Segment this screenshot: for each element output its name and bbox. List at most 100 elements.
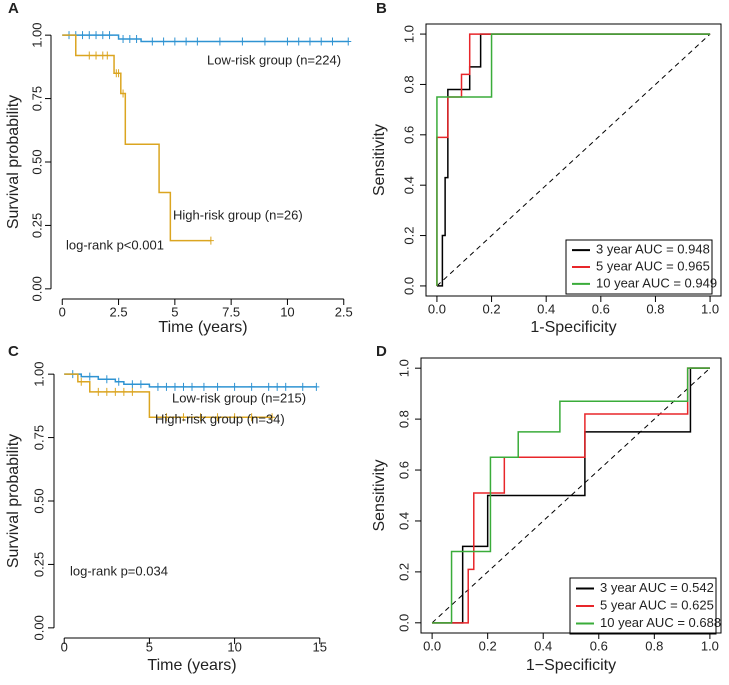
censor-mark [79,31,86,40]
censor-mark [189,382,195,391]
censor-mark [200,382,207,391]
y-tick-label: 1.00 [31,361,46,386]
x-tick-label: 5 [171,304,178,319]
censor-mark [282,382,289,391]
legend-label: 3 year AUC = 0.948 [596,242,710,257]
censor-mark [318,37,325,46]
censor-mark [248,413,255,422]
y-tick-label: 0.25 [29,213,44,238]
censor-mark [163,382,170,391]
reference-diagonal [436,33,711,287]
censor-mark [183,37,190,46]
panel-letter: C [8,343,19,360]
censor-mark [120,34,127,43]
x-axis-label: Time (years) [147,657,236,674]
survival-curve [64,373,317,388]
y-tick-label: 0.4 [396,512,411,530]
censor-mark [112,387,119,396]
censor-mark [120,89,127,98]
censor-mark [86,372,93,381]
censor-mark [284,37,291,46]
censor-mark [93,51,100,60]
censor-mark [299,382,306,391]
x-axis-label: 1−Specificity [526,657,616,674]
legend-label: 3 year AUC = 0.542 [600,580,714,595]
y-axis-label: Sensitivity [371,124,388,196]
y-tick-label: 1.0 [396,359,411,377]
censor-mark [86,31,93,40]
censor-mark [160,37,167,46]
x-tick-label: 0.8 [645,638,663,653]
annotation: log-rank p<0.001 [66,237,164,252]
censor-mark [103,387,110,396]
roc-curve [432,367,710,624]
x-tick-label: 0.8 [646,301,664,316]
legend-label: 5 year AUC = 0.625 [600,597,714,612]
legend-label: 10 year AUC = 0.688 [600,615,721,630]
censor-mark [269,413,276,422]
x-tick-label: 0.4 [534,638,552,653]
x-tick-label: 2.5 [335,304,353,319]
y-tick-label: 0.00 [29,276,44,301]
censor-mark [126,34,133,43]
x-tick-label: 0.6 [590,638,608,653]
x-tick-label: 0.2 [479,638,497,653]
censor-mark [313,382,320,391]
y-tick-label: 0.6 [396,461,411,479]
x-axis-label: 1-Specificity [530,319,616,336]
x-tick-label: 0 [61,639,68,654]
censor-mark [194,37,201,46]
censor-mark [171,37,178,46]
y-tick-label: 0.8 [401,75,416,93]
x-tick-label: 0.4 [537,301,555,316]
series-label: High-risk group (n=34) [155,411,285,426]
y-tick-label: 0.2 [401,227,416,245]
series-label: Low-risk group (n=224) [207,52,341,67]
y-tick-label: 0.8 [396,410,411,428]
censor-mark [86,51,93,60]
censor-mark [329,37,336,46]
x-axis-label: Time (years) [158,319,247,336]
censor-mark [261,37,268,46]
censor-mark [104,51,111,60]
censor-mark [103,375,110,384]
legend-box [565,239,713,295]
censor-mark [129,380,136,389]
y-tick-label: 0.75 [31,425,46,450]
y-tick-label: 0.0 [396,614,411,632]
survival-curve [62,34,349,43]
series-label: Low-risk group (n=215) [172,390,306,405]
plot-frame [420,357,722,634]
censor-mark [149,37,156,46]
censor-mark [207,236,214,245]
censor-mark [129,387,136,396]
y-axis-label: Survival probability [5,95,22,229]
censor-mark [95,387,102,396]
censor-mark [171,382,178,391]
x-tick-label: 1.0 [701,638,719,653]
x-tick-label: 10 [227,639,241,654]
censor-mark [78,377,85,386]
censor-mark [306,37,313,46]
censor-mark [154,382,161,391]
x-tick-label: 0.6 [592,301,610,316]
x-tick-label: 0.0 [423,638,441,653]
censor-mark [295,37,302,46]
plot-frame [425,23,722,297]
y-tick-label: 0.2 [396,563,411,581]
y-tick-label: 1.00 [29,22,44,47]
censor-mark [345,37,352,46]
censor-mark [216,37,223,46]
panel: B 1-Specificity Sensitivity 0.0 0.2 0.4 0.6 0.8… [371,0,722,336]
panel: A Time (years) Survival probability 0 2.5 5 7.… [5,0,353,336]
panel-letter: A [8,0,19,17]
x-tick-label: 5 [146,639,153,654]
censor-mark [231,382,238,391]
x-tick-label: 7.5 [222,304,240,319]
x-tick-label: 10 [280,304,294,319]
censor-mark [106,31,113,40]
y-tick-label: 1.0 [401,25,416,43]
x-tick-label: 0 [59,304,66,319]
y-axis-label: Survival probability [5,434,22,568]
